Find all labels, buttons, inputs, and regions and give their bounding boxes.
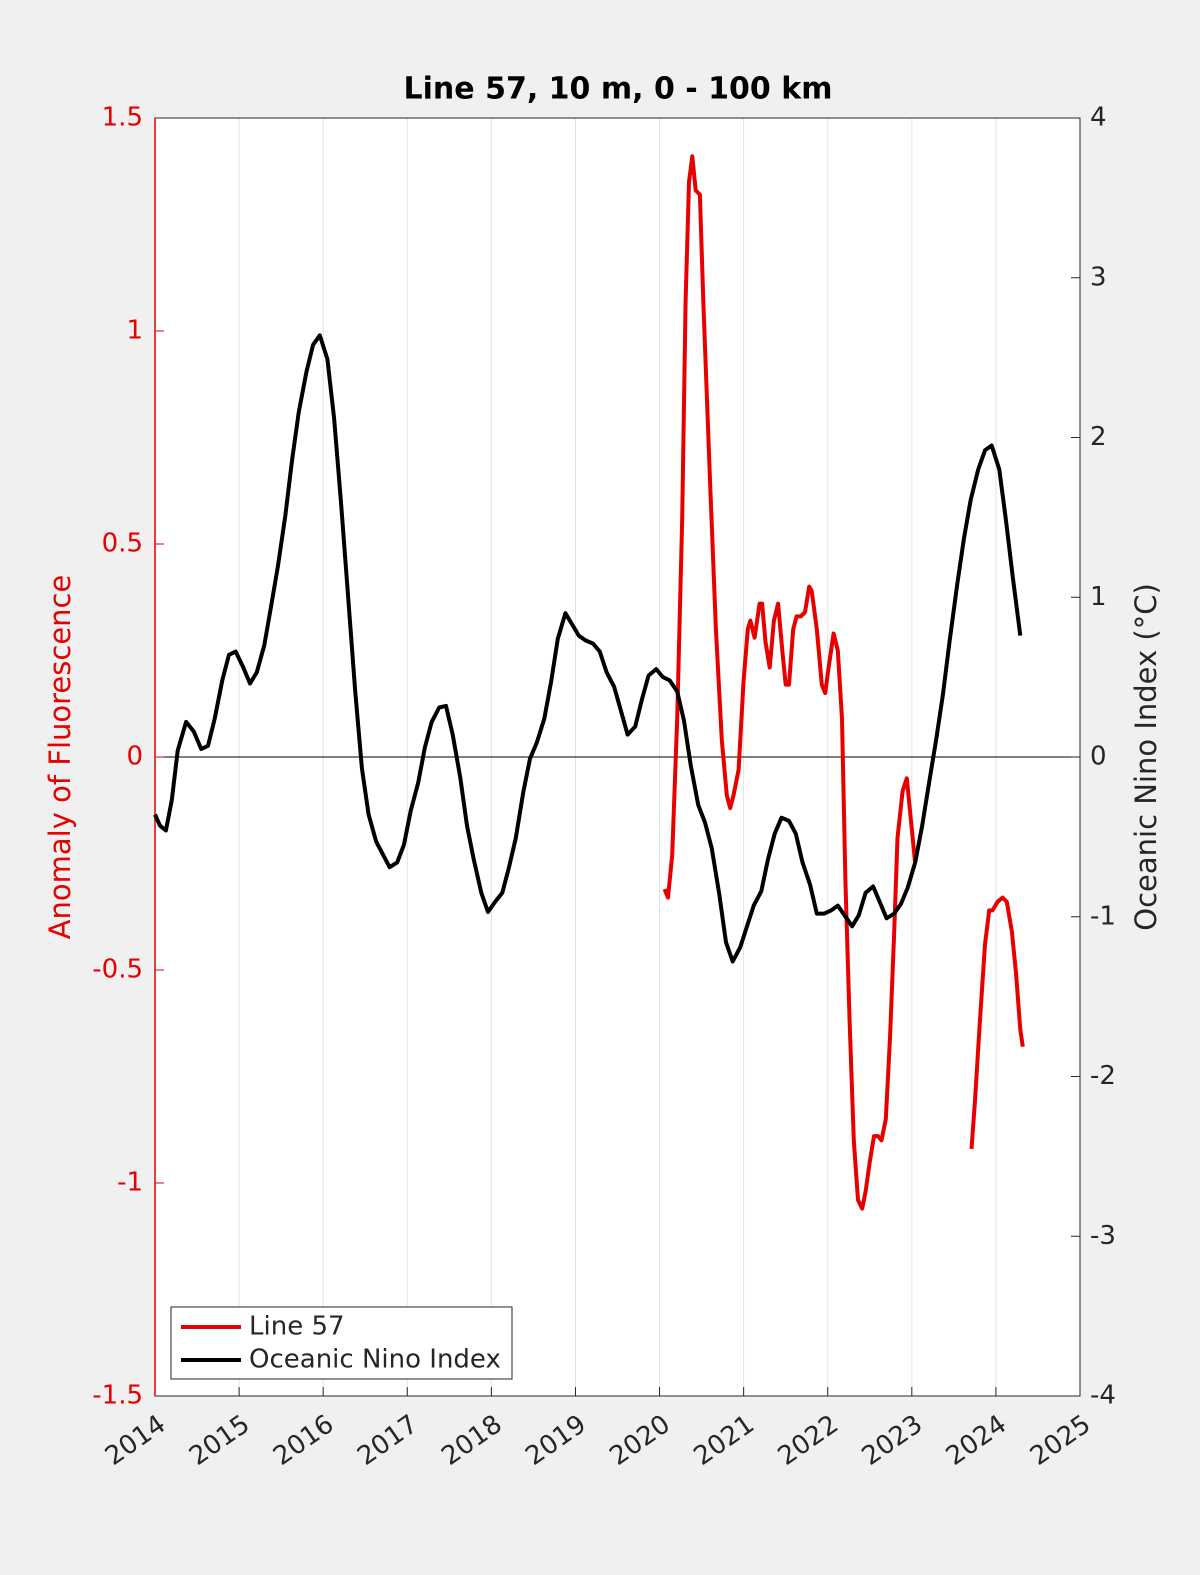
- x-tick-label: 2025: [1025, 1409, 1096, 1472]
- legend-label: Line 57: [249, 1312, 345, 1342]
- x-tick-label: 2021: [689, 1409, 760, 1472]
- y-tick-label: 0.5: [102, 529, 143, 559]
- legend-label: Oceanic Nino Index: [249, 1345, 501, 1375]
- x-tick-label: 2022: [773, 1409, 844, 1472]
- y2-tick-label: -4: [1090, 1381, 1116, 1411]
- x-tick-label: 2024: [941, 1409, 1012, 1472]
- y-tick-label: -1: [117, 1168, 143, 1198]
- series-line: [662, 154, 1025, 1211]
- series-line: [153, 333, 1023, 964]
- y-tick-label: 0: [126, 742, 143, 772]
- x-tick-label: 2017: [352, 1409, 423, 1472]
- y-tick-label: 1: [126, 316, 143, 346]
- y2-tick-label: 4: [1090, 103, 1107, 133]
- y2-tick-label: -3: [1090, 1221, 1116, 1251]
- x-tick-label: 2019: [520, 1409, 591, 1472]
- chart-title: Line 57, 10 m, 0 - 100 km: [404, 72, 833, 107]
- y2-tick-label: 0: [1090, 742, 1107, 772]
- x-tick-label: 2020: [604, 1409, 675, 1472]
- y-tick-label: 1.5: [102, 103, 143, 133]
- y2-tick-label: -1: [1090, 901, 1116, 931]
- y-tick-label: -0.5: [92, 955, 143, 985]
- y2-tick-label: 1: [1090, 582, 1107, 612]
- x-tick-label: 2016: [268, 1409, 339, 1472]
- x-tick-label: 2014: [100, 1409, 171, 1472]
- y2-tick-label: 3: [1090, 262, 1107, 292]
- y2-axis-label: Oceanic Nino Index (°C): [1129, 583, 1163, 931]
- x-tick-label: 2023: [857, 1409, 928, 1472]
- y2-tick-label: -2: [1090, 1061, 1116, 1091]
- y-tick-label: -1.5: [92, 1381, 143, 1411]
- y2-tick-label: 2: [1090, 422, 1107, 452]
- y-axis-label: Anomaly of Fluorescence: [43, 575, 77, 940]
- x-tick-label: 2015: [184, 1409, 255, 1472]
- legend-box: [170, 1306, 513, 1380]
- x-tick-label: 2018: [436, 1409, 507, 1472]
